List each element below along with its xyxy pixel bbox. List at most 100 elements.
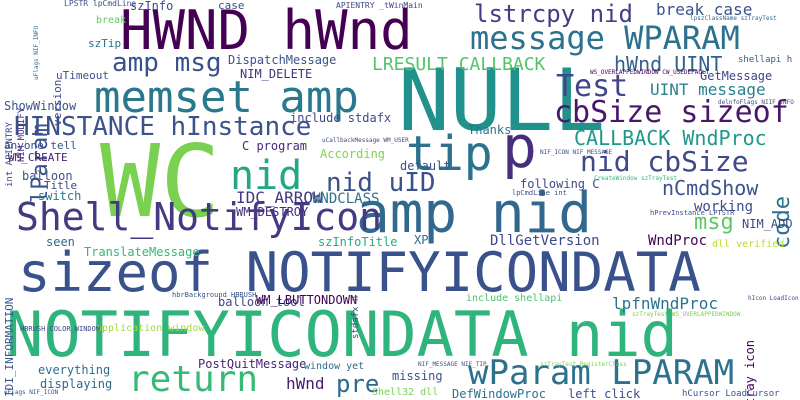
word: WS_OVERLAPPEDWINDOW CW_USEDEFAULT (590, 69, 710, 76)
word: szTrayTest RegisterClass (540, 361, 627, 368)
word: hCursor LoadCursor (682, 389, 780, 399)
word: UINT message (650, 80, 766, 99)
word: hWnd (286, 374, 325, 393)
word: default (400, 159, 451, 173)
word: LRESULT CALLBACK (372, 54, 546, 75)
word: LPSTR lpCmdLine (64, 0, 137, 8)
word: Thanks (468, 123, 512, 137)
word: lstrcpy nid (474, 0, 633, 28)
word: switch (38, 189, 82, 203)
word: DllGetVersion (490, 233, 600, 249)
word: nid cbSize (580, 145, 749, 178)
word: Test (556, 69, 629, 104)
word: stdafx h (351, 295, 361, 339)
word: following C (520, 177, 600, 191)
word: WM_CREATE (8, 151, 68, 164)
word: nid uID (326, 168, 436, 198)
word: uFlags NIF_ICON (4, 389, 59, 396)
word: wParam LPARAM (468, 353, 735, 393)
word: case (218, 0, 245, 12)
word: application window (96, 323, 205, 334)
word: WM_LBUTTONDOWN (256, 293, 358, 307)
word: shellapi h (738, 55, 793, 65)
word: amp nid (356, 181, 593, 246)
word: hbrBackground HBRUSH (172, 291, 257, 299)
word: According (320, 147, 386, 161)
word: CALLBACK WndProc (574, 126, 767, 150)
word: szTrayTest WS_OVERLAPPEDWINDOW (632, 311, 741, 318)
word: return (128, 359, 259, 400)
word: left click (568, 387, 641, 400)
word: displaying (40, 377, 113, 391)
word: hWnd UINT (614, 52, 723, 76)
word: GetMessage (700, 69, 773, 83)
word: working (694, 199, 754, 215)
word: lpCmdLine int (512, 189, 567, 197)
word: uFlags NIF_INFO (33, 25, 40, 80)
word: TranslateMessage (84, 245, 200, 259)
word: WNDCLASS (312, 191, 380, 207)
word: Shell_NotifyIcon (16, 195, 383, 239)
word: tip (406, 126, 493, 182)
word: everything (38, 363, 111, 377)
word: lpszClassName szTrayTest (690, 15, 777, 22)
word: NIM_ADD (742, 217, 793, 231)
word: delnfoFlags NIIF_INFO (718, 99, 794, 106)
word: int APIENTRY (5, 121, 15, 187)
word: anyone tell (4, 139, 77, 152)
word: NIF_MESSAGE NIF_TIP (418, 361, 487, 368)
word: WC (100, 123, 221, 240)
word: szInfoTitle (318, 235, 398, 249)
word: Shell32 dll (372, 387, 439, 398)
word: amp msg (112, 48, 222, 78)
word: nid (230, 153, 303, 199)
word: NIM_MODIFY (17, 107, 27, 162)
word: WndProc (648, 233, 708, 249)
word: break (96, 15, 127, 26)
word: szTip (88, 37, 122, 50)
word: DispatchMessage (228, 53, 337, 67)
word: include shellapi (466, 293, 563, 304)
word: memset amp (94, 72, 359, 123)
word: NIF_ICON NIF_MESSAGE (540, 149, 613, 156)
word: version (51, 79, 64, 126)
word: hIcon LoadIcon (748, 295, 799, 302)
word: seen (46, 235, 75, 249)
word: IDC_ARROW (236, 188, 323, 207)
word: uTimeout (56, 69, 109, 82)
word: HWND hWnd (120, 0, 413, 62)
word: APIENTRY _tWinMain (336, 1, 423, 10)
word: balloon (22, 169, 73, 183)
word: hPrevInstance LPTSTR (650, 209, 735, 217)
word: NULL (398, 51, 606, 151)
word: balloon tool (218, 295, 305, 309)
word: HBRUSH COLOR_WINDOW (20, 325, 101, 333)
word: lpfnWndProc (612, 294, 718, 313)
word: PostQuitMessage (198, 357, 307, 371)
word: szInfo (130, 0, 174, 13)
word: p (502, 113, 537, 181)
word: WM_DESTROY (236, 205, 309, 219)
word: NIM_DELETE (240, 67, 313, 81)
word: sizeof NOTIFYICONDATA (18, 241, 701, 304)
word: C program (242, 139, 308, 153)
word: IDI_INFORMATION (3, 297, 16, 397)
word: HINSTANCE hInstance (14, 112, 312, 142)
word: CreateWindow szTrayTest (594, 175, 678, 182)
word: cbSize sizeof (554, 95, 789, 130)
word: missing (392, 369, 443, 383)
word: DefWindowProc (452, 387, 546, 400)
word: message WPARAM (470, 19, 740, 57)
word: NOTIFYICONDATA nid (6, 298, 678, 371)
word: ShowWindow (4, 99, 77, 113)
word: msg (694, 210, 734, 235)
word: Title (44, 179, 78, 192)
word: window yet (304, 361, 365, 372)
word: dll verified (712, 239, 785, 250)
word: XP (414, 233, 429, 247)
word: include stdafx (290, 111, 392, 125)
word: uCallbackMessage WM_USER (322, 137, 409, 144)
word: pre (336, 370, 380, 398)
word: break case (656, 0, 753, 19)
